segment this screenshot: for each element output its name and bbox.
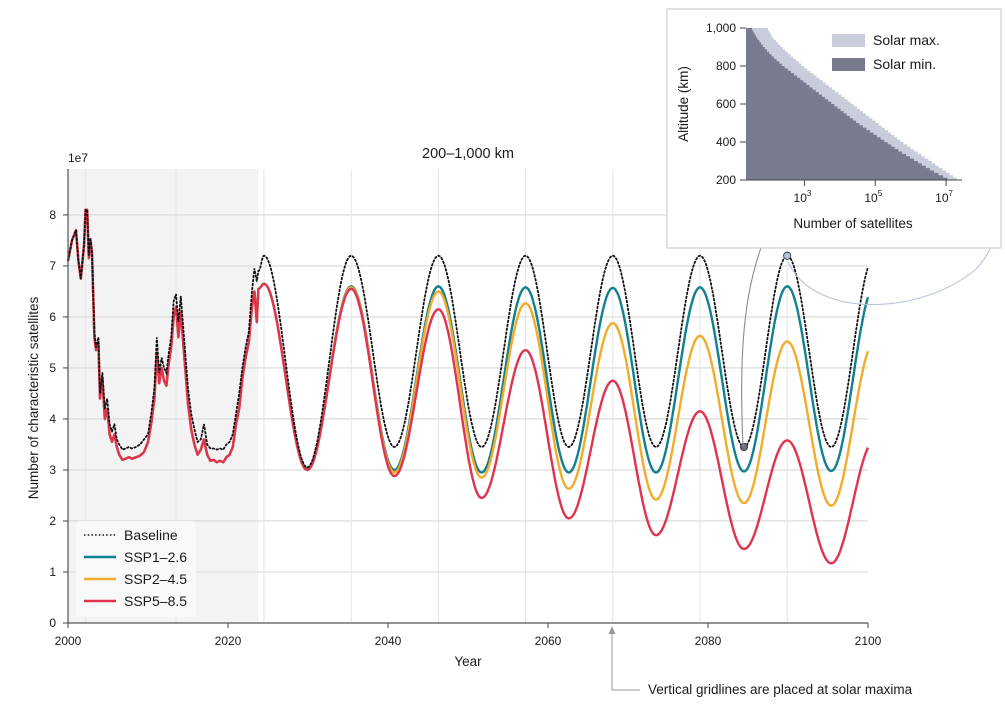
series-layer xyxy=(66,208,870,565)
inset-chart: 103 105 107 200 400 600 800 1,000 Number of sa… xyxy=(666,8,1002,249)
inset-legend-swatch xyxy=(832,58,865,71)
y-tick-label: 2 xyxy=(49,514,56,528)
series-line-ssp5-8-5 xyxy=(66,208,870,565)
inset-legend-swatch xyxy=(832,34,865,47)
x-tick-label: 2100 xyxy=(855,634,882,648)
x-tick-label: 2080 xyxy=(695,634,722,648)
legend-label: SSP5–8.5 xyxy=(124,593,187,609)
legend: Baseline SSP1–2.6 SSP2–4.5 SSP5–8.5 xyxy=(76,521,196,617)
inset-legend-label: Solar min. xyxy=(873,56,936,72)
y-tick-label: 8 xyxy=(49,208,56,222)
inset-x-axis-label: Number of satellites xyxy=(793,216,913,231)
solar-min-marker xyxy=(739,442,749,452)
legend-box xyxy=(76,521,196,617)
inset-x-ticks: 103 105 107 xyxy=(794,180,954,205)
inset-y-tick-label: 200 xyxy=(716,173,736,187)
inset-x-tick-label: 103 xyxy=(794,189,812,205)
inset-legend: Solar max. Solar min. xyxy=(832,32,940,72)
inset-x-tick-label: 105 xyxy=(864,189,882,205)
x-tick-label: 2020 xyxy=(215,634,242,648)
x-axis-ticks: 2000 2020 2040 2060 2080 2100 xyxy=(55,623,882,648)
inset-y-tick-label: 800 xyxy=(716,59,736,73)
y-tick-label: 3 xyxy=(49,463,56,477)
annotation-text: Vertical gridlines are placed at solar m… xyxy=(648,682,913,697)
inset-y-ticks: 200 400 600 800 1,000 xyxy=(706,21,746,187)
y-tick-label: 1 xyxy=(49,565,56,579)
inset-y-axis-label: Altitude (km) xyxy=(676,66,691,142)
legend-label: Baseline xyxy=(124,527,178,543)
legend-label: SSP1–2.6 xyxy=(124,549,187,565)
y-axis-ticks: 0 1 2 3 4 5 6 7 8 xyxy=(49,208,68,630)
inset-y-tick-label: 1,000 xyxy=(706,21,736,35)
solar-max-marker xyxy=(783,251,792,260)
marker-layer xyxy=(739,251,792,452)
main-chart: 2000 2020 2040 2060 2080 2100 0 1 2 3 4 5 6 7 8 1e7 2… xyxy=(26,146,913,697)
inset-y-tick-label: 600 xyxy=(716,97,736,111)
inset-area-solar-min- xyxy=(746,28,948,180)
legend-label: SSP2–4.5 xyxy=(124,571,187,587)
inset-legend-label: Solar max. xyxy=(873,32,940,48)
y-tick-label: 5 xyxy=(49,361,56,375)
y-tick-label: 6 xyxy=(49,310,56,324)
y-axis-label: Number of characteristic satellites xyxy=(26,296,41,499)
y-tick-label: 0 xyxy=(49,616,56,630)
annotation-arrow-icon xyxy=(608,626,616,634)
y-tick-label: 7 xyxy=(49,259,56,273)
horizontal-gridlines xyxy=(68,214,868,573)
inset-y-tick-label: 400 xyxy=(716,135,736,149)
x-tick-label: 2060 xyxy=(535,634,562,648)
series-line-baseline xyxy=(67,208,869,469)
inset-x-tick-label: 107 xyxy=(935,189,953,205)
x-tick-label: 2040 xyxy=(375,634,402,648)
solar-maxima-annotation: Vertical gridlines are placed at solar m… xyxy=(608,626,913,697)
chart-title: 200–1,000 km xyxy=(422,146,514,162)
x-tick-label: 2000 xyxy=(55,634,82,648)
x-axis-label: Year xyxy=(454,654,482,669)
y-scale-label: 1e7 xyxy=(68,151,88,165)
y-tick-label: 4 xyxy=(49,412,56,426)
annotation-leader-line xyxy=(611,627,640,691)
